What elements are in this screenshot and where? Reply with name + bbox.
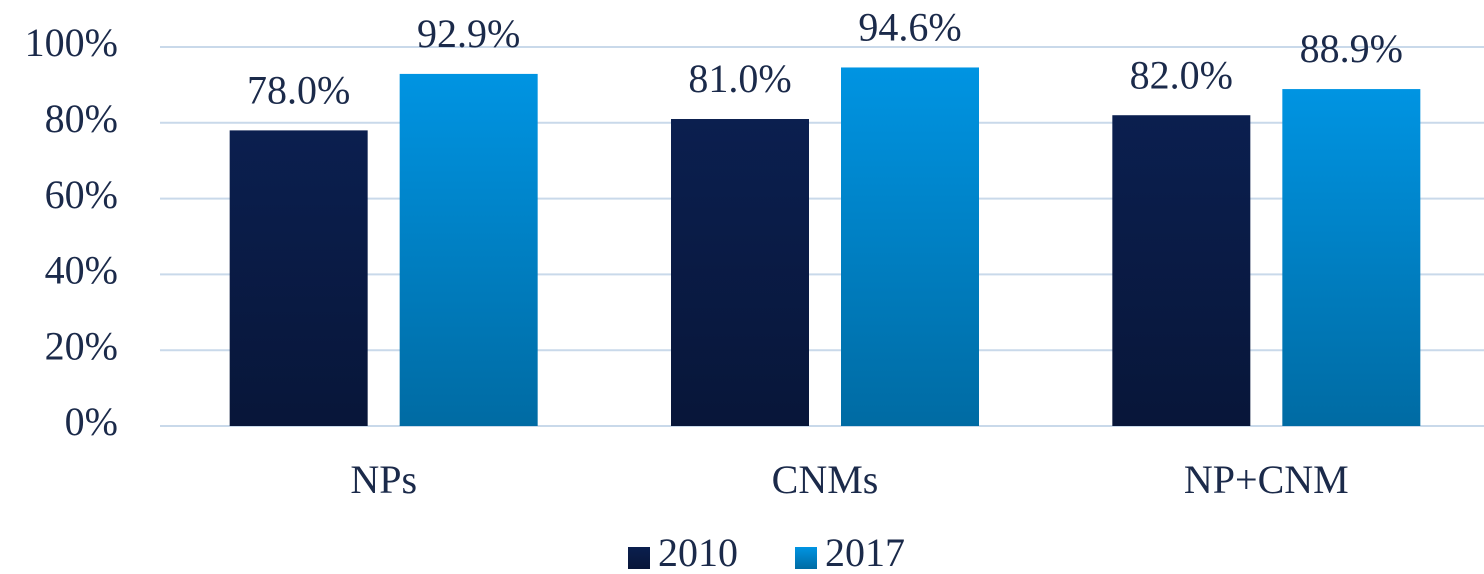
value-label: 78.0% — [247, 68, 350, 113]
bar — [1282, 89, 1421, 426]
y-tick-label: 80% — [45, 96, 118, 141]
bar — [1112, 115, 1251, 426]
y-tick-label: 60% — [45, 172, 118, 217]
y-tick-label: 0% — [65, 399, 118, 444]
bar — [841, 67, 979, 426]
y-tick-label: 100% — [25, 20, 118, 65]
legend-label: 2010 — [658, 530, 738, 574]
x-tick-label: CNMs — [772, 457, 879, 502]
value-label: 88.9% — [1300, 26, 1403, 71]
legend-label: 2017 — [825, 530, 905, 574]
value-label: 94.6% — [858, 5, 961, 50]
bar — [229, 130, 368, 426]
value-label: 81.0% — [688, 56, 791, 101]
legend-swatch — [795, 547, 817, 569]
y-tick-label: 40% — [45, 248, 118, 293]
value-label: 92.9% — [417, 11, 520, 56]
x-tick-label: NPs — [350, 457, 417, 502]
legend-swatch — [628, 547, 650, 569]
x-tick-label: NP+CNM — [1184, 457, 1349, 502]
y-tick-label: 20% — [45, 323, 118, 368]
value-label: 82.0% — [1130, 52, 1233, 97]
bar — [671, 119, 809, 426]
bar — [399, 73, 538, 426]
